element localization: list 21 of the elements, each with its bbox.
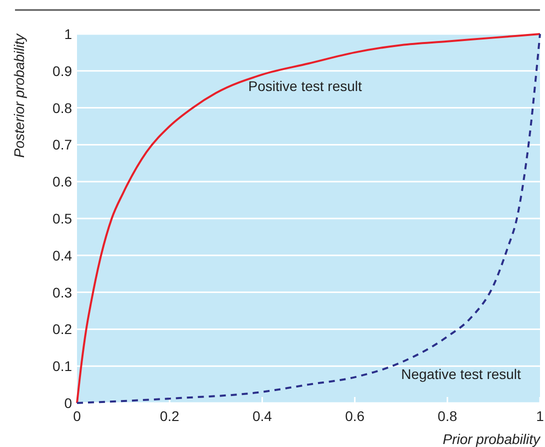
- y-tick-label: 0.4: [52, 247, 72, 264]
- y-tick-label: 0.8: [52, 100, 72, 116]
- y-tick-label: 0.5: [52, 210, 72, 226]
- y-tick-label: 0.7: [52, 136, 72, 153]
- series-label: Negative test result: [401, 366, 522, 382]
- y-axis-title: Posterior probability: [11, 33, 27, 158]
- y-tick-label: 0: [64, 395, 72, 411]
- y-tick-label: 0.2: [52, 321, 72, 338]
- y-tick-label: 0.9: [52, 62, 72, 79]
- x-tick-label: 0.2: [160, 408, 180, 424]
- x-tick-label: 0.8: [438, 408, 458, 424]
- y-tick-label: 1: [64, 26, 72, 42]
- x-axis-title: Prior probability: [442, 431, 541, 447]
- y-tick-label: 0.3: [52, 284, 72, 300]
- line-series: [76, 33, 541, 404]
- series-label: Positive test result: [248, 78, 362, 94]
- x-tick-label: 0.4: [252, 408, 272, 424]
- y-tick-label: 0.1: [52, 358, 72, 374]
- x-tick-label: 0.6: [345, 408, 365, 424]
- y-tick-label: 0.6: [52, 174, 72, 190]
- x-tick-label: 1: [536, 408, 544, 424]
